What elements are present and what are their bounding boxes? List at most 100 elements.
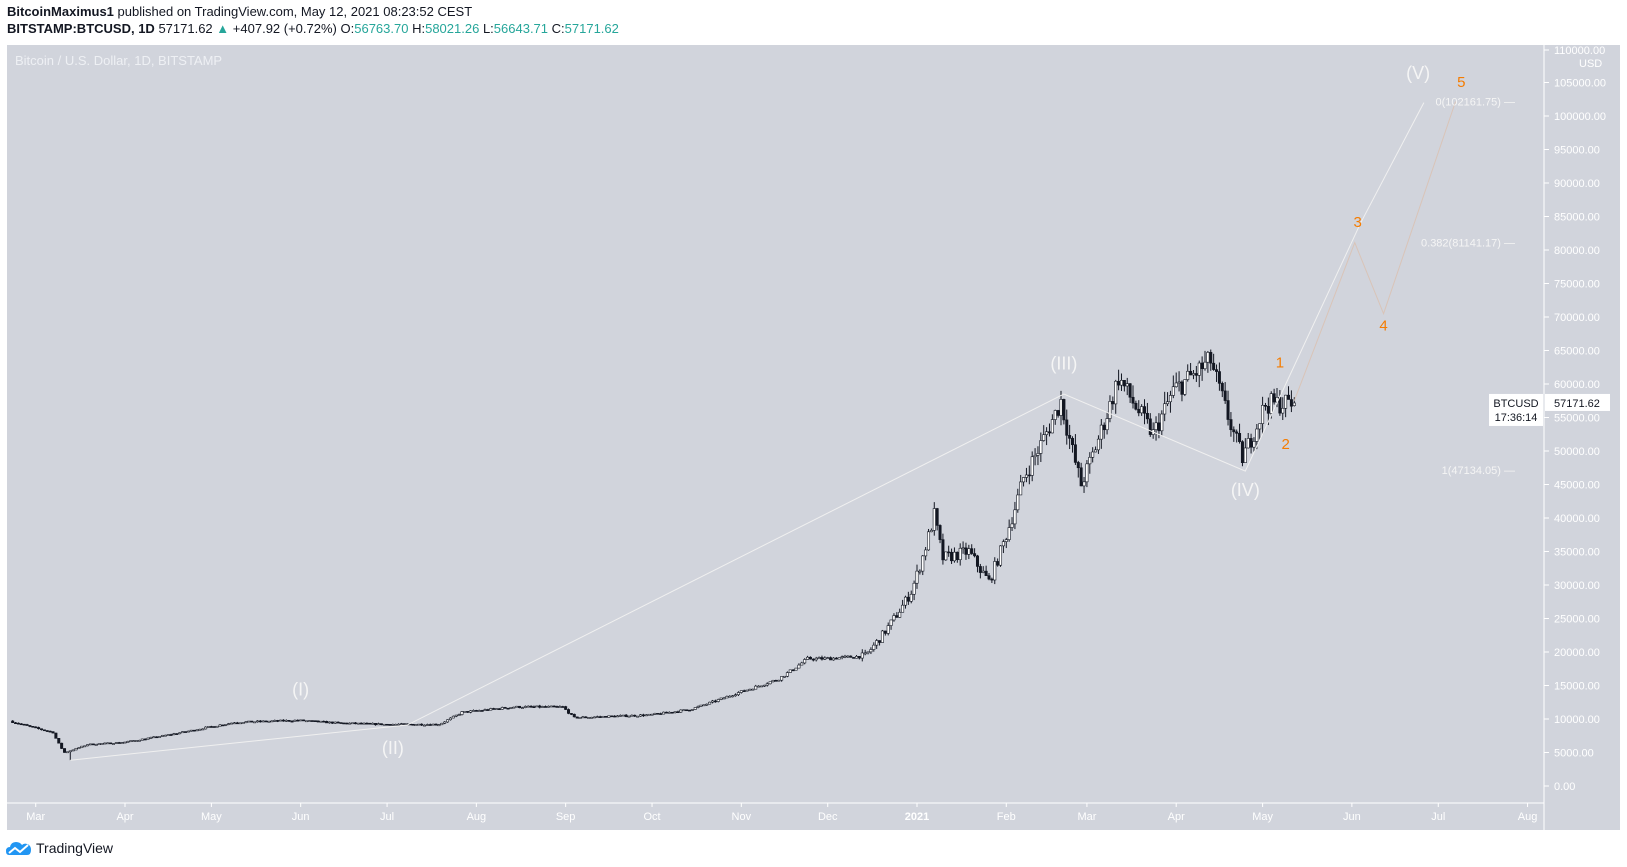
candle — [106, 742, 110, 745]
time-tick-label: Oct — [643, 811, 660, 823]
candle — [351, 722, 355, 725]
candle — [878, 640, 882, 643]
candle — [152, 736, 156, 739]
candle — [247, 720, 251, 723]
tradingview-logo[interactable]: TradingView — [6, 840, 113, 856]
candle — [1148, 418, 1152, 435]
candle — [685, 709, 689, 712]
time-tick-label: Mar — [1077, 811, 1096, 823]
candle — [207, 726, 211, 728]
time-tick-label: Jun — [292, 811, 310, 823]
candle — [1059, 399, 1063, 416]
candle — [889, 619, 893, 626]
candle — [702, 704, 706, 707]
candle — [1056, 410, 1060, 416]
candle — [1140, 406, 1144, 414]
candle — [935, 508, 939, 526]
candle — [604, 716, 608, 718]
candle — [996, 561, 1000, 566]
high-label: H: — [412, 21, 426, 36]
candle — [469, 710, 473, 713]
candle — [1108, 401, 1112, 419]
price-tick-label: 30000.00 — [1554, 580, 1600, 592]
candle — [376, 723, 380, 726]
candle — [1255, 428, 1259, 442]
candle — [25, 724, 29, 726]
open-label: O: — [340, 21, 355, 36]
candle — [114, 742, 118, 744]
candle — [65, 751, 69, 754]
candle — [526, 705, 530, 708]
price-tick-label: 25000.00 — [1554, 614, 1600, 626]
candle — [166, 734, 170, 736]
candle — [22, 723, 26, 726]
candle — [941, 539, 945, 561]
candle — [794, 667, 798, 671]
author-name[interactable]: BitcoinMaximus1 — [7, 4, 114, 19]
candle — [397, 723, 401, 726]
candle — [1131, 396, 1135, 404]
candle — [863, 652, 867, 655]
candle — [765, 683, 769, 686]
candle — [198, 728, 202, 731]
chart-panel[interactable] — [7, 45, 1620, 830]
candle — [368, 722, 372, 725]
candle — [267, 720, 271, 723]
candle — [699, 704, 703, 707]
candle — [391, 724, 395, 726]
candle — [834, 657, 838, 660]
candle — [1039, 440, 1043, 454]
candle — [51, 731, 55, 734]
candle — [973, 553, 977, 557]
candle — [414, 724, 418, 726]
candle — [1212, 362, 1216, 370]
candle — [273, 720, 277, 722]
candle — [1111, 401, 1115, 405]
wave-label: (II) — [382, 738, 404, 758]
elliott-wave-minor-line — [1293, 101, 1457, 401]
candle — [258, 720, 262, 723]
time-tick-label: May — [201, 811, 222, 823]
candle — [1117, 380, 1121, 386]
candle — [379, 723, 383, 726]
candle — [538, 705, 542, 708]
candle — [1016, 494, 1020, 511]
candle — [898, 611, 902, 618]
last-price: 57171.62 — [158, 21, 213, 36]
candle — [1045, 431, 1049, 435]
candle — [160, 735, 164, 737]
candle — [333, 721, 337, 724]
candle — [1076, 462, 1080, 469]
wave-label: 2 — [1281, 436, 1289, 453]
price-tick-label: 60000.00 — [1554, 379, 1600, 391]
candle — [659, 713, 663, 715]
candle — [1024, 474, 1028, 478]
candle — [849, 655, 853, 658]
symbol-tag: BTCUSD — [1493, 398, 1538, 410]
fib-level-label: 1(47134.05) — — [1442, 465, 1515, 477]
candle — [443, 721, 447, 724]
candle — [1252, 441, 1256, 448]
candle — [561, 706, 565, 708]
candle — [929, 530, 933, 533]
candle — [63, 748, 67, 753]
candle — [86, 744, 90, 747]
price-tick-label: 55000.00 — [1554, 413, 1600, 425]
candle — [270, 720, 274, 723]
candle — [428, 724, 432, 726]
candle — [711, 700, 715, 703]
candle — [11, 720, 15, 723]
candle — [460, 711, 464, 715]
candle — [34, 726, 38, 729]
candle — [739, 690, 743, 693]
candle — [192, 729, 196, 732]
candle — [1050, 419, 1054, 434]
candle — [135, 740, 139, 742]
candle — [1261, 405, 1265, 424]
candle — [1272, 393, 1276, 403]
candle — [601, 716, 605, 718]
price-tick-label: 45000.00 — [1554, 480, 1600, 492]
candle — [823, 657, 827, 660]
candle — [975, 555, 979, 567]
